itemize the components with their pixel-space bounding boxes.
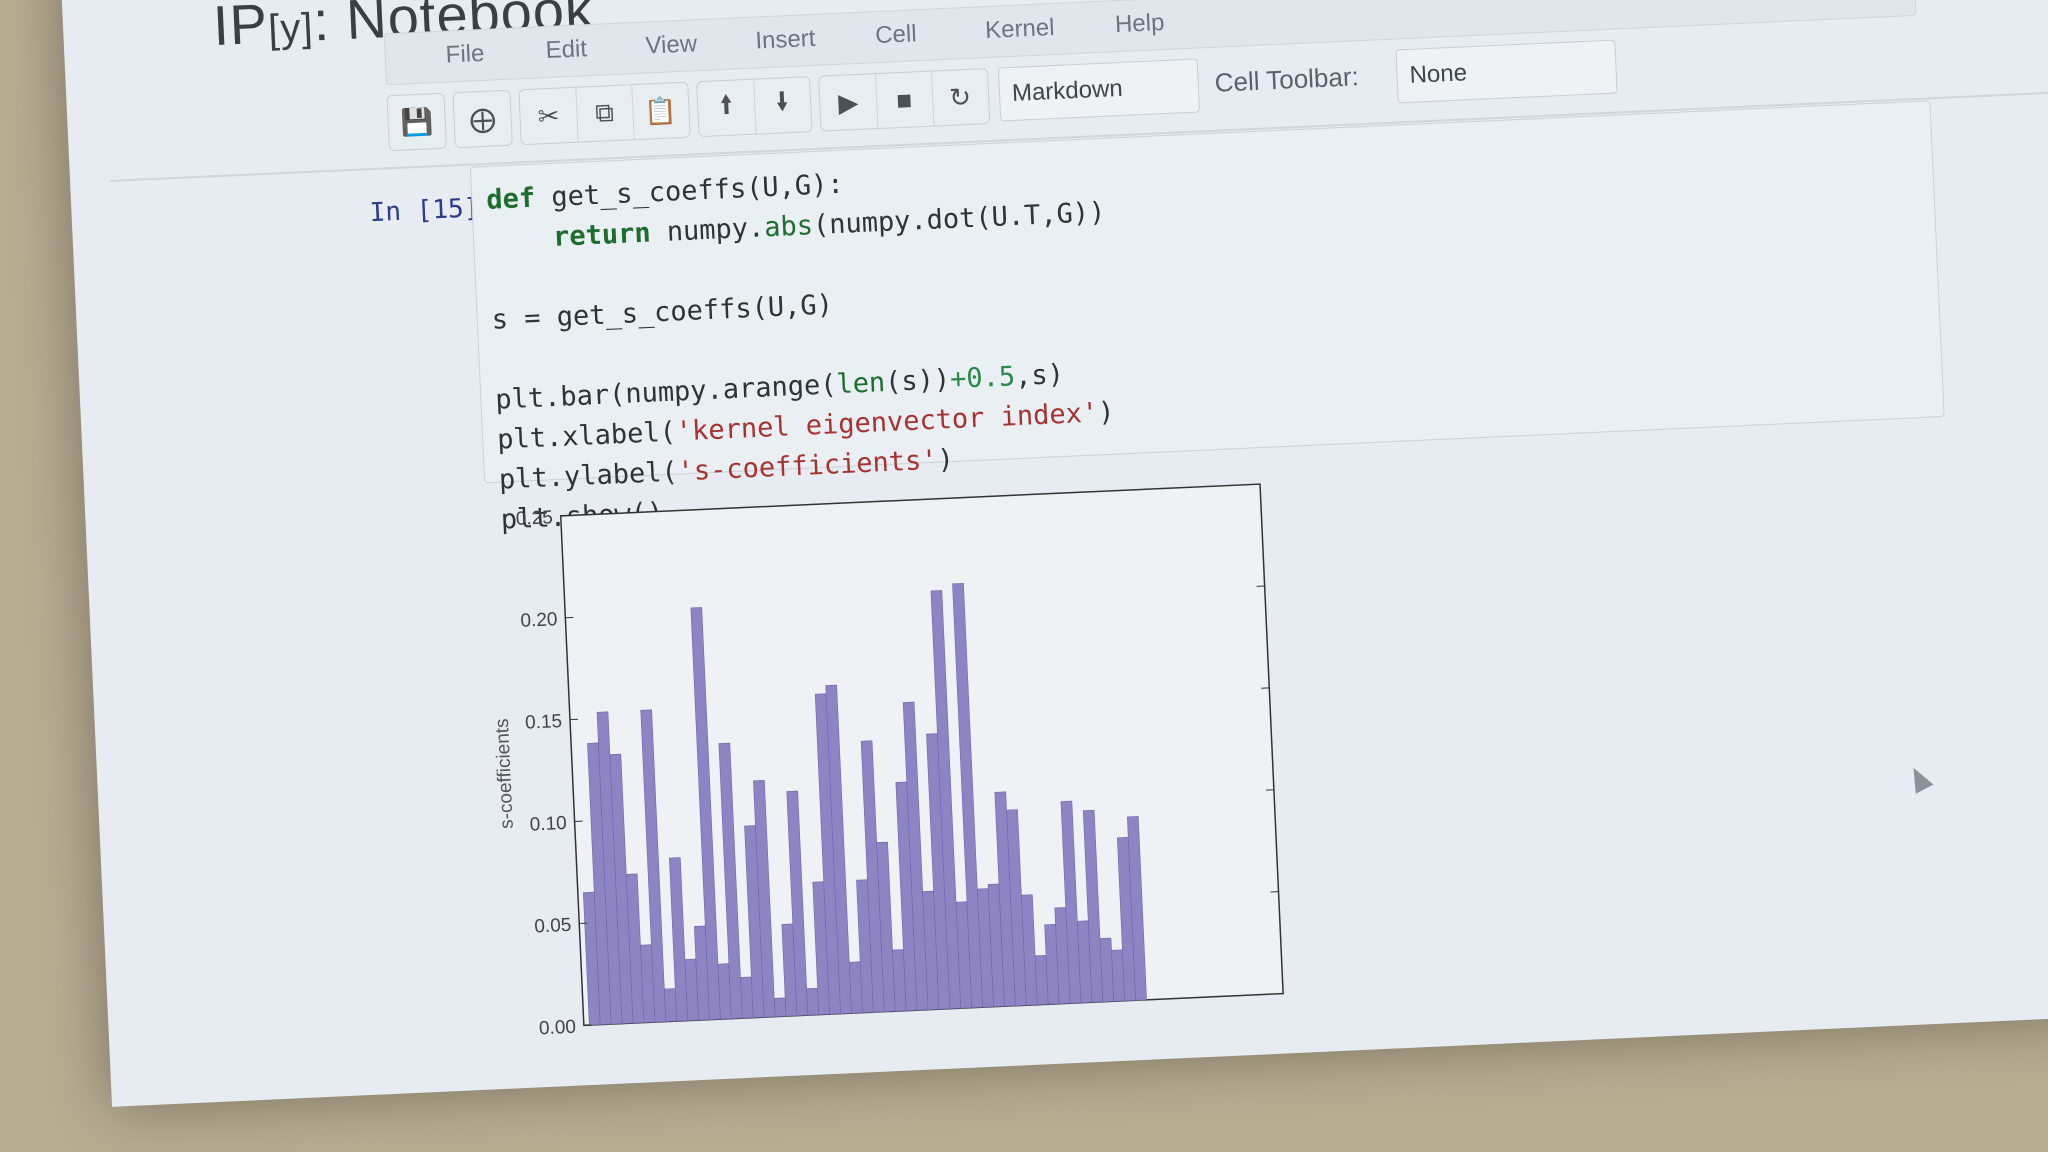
bar [1126,816,1147,1001]
y-tick-label: 0.10 [529,813,567,836]
menu-help[interactable]: Help [1114,8,1165,39]
y-tick-label: 0.15 [525,711,563,734]
stop-icon[interactable]: ■ [875,71,935,129]
menu-edit[interactable]: Edit [544,35,588,65]
toolbar-group-edit: ✂ ⧉ 📋 [518,81,691,146]
bar [640,709,667,1023]
bar [664,988,678,1022]
plus-icon[interactable]: ⨁ [468,102,497,135]
menu-cell[interactable]: Cell [874,20,918,50]
bar [930,590,962,1010]
toolbar-group-save: 💾 [386,92,447,152]
menu-file[interactable]: File [445,39,485,69]
bar [718,742,743,1019]
cut-icon[interactable]: ✂ [519,87,579,145]
y-tick-label: 0.25 [515,507,553,530]
cell-output: 0.00 0.05 0.10 0.15 0.20 0.25 s-coefficients [469,453,1314,1055]
bar [773,997,787,1017]
bar-chart: 0.00 0.05 0.10 0.15 0.20 0.25 s-coefficients [492,483,1284,1040]
bar [1082,809,1104,1003]
bar [753,779,776,1018]
bar [690,607,721,1020]
play-icon[interactable]: ▶ [819,74,879,131]
bar [740,976,754,1019]
notebook-screen: IP[y]: Notebook File Edit View Insert Ce… [60,0,2048,1107]
cell-toolbar-select[interactable]: None [1395,39,1618,104]
bar [876,841,896,1013]
bar [806,987,820,1016]
y-tick-label: 0.20 [520,609,558,632]
bar [952,583,983,1009]
arrow-down-icon[interactable]: 🠛 [774,86,790,117]
cell-toolbar-label: Cell Toolbar: [1214,61,1360,98]
copy-icon[interactable]: ⧉ [575,85,635,142]
toolbar-group-run: ▶ ■ ↻ [818,68,991,132]
restart-icon[interactable]: ↻ [948,81,972,113]
cell-type-select[interactable]: Markdown [997,58,1201,122]
bar [669,857,688,1022]
save-icon[interactable]: 💾 [399,105,434,138]
arrow-up-icon[interactable]: 🠙 [697,79,757,137]
toolbar-group-insert: ⨁ [452,89,513,149]
menu-insert[interactable]: Insert [754,24,816,55]
code-cell[interactable]: def get_s_coeffs(U,G): return numpy.abs(… [469,100,1945,536]
mouse-cursor-icon [1904,763,1934,794]
toolbar-group-move: 🠙 🠛 [696,76,813,138]
bar [1021,894,1038,1006]
bar [902,701,929,1011]
bar [825,684,852,1014]
y-tick-label: 0.00 [539,1017,577,1040]
bar [786,790,809,1016]
bar [1060,800,1082,1004]
paste-icon[interactable]: 📋 [643,94,678,127]
y-axis-label: s-coefficients [492,718,518,829]
y-tick-label: 0.05 [534,915,572,938]
menu-view[interactable]: View [644,30,698,60]
menu-kernel[interactable]: Kernel [984,13,1056,45]
